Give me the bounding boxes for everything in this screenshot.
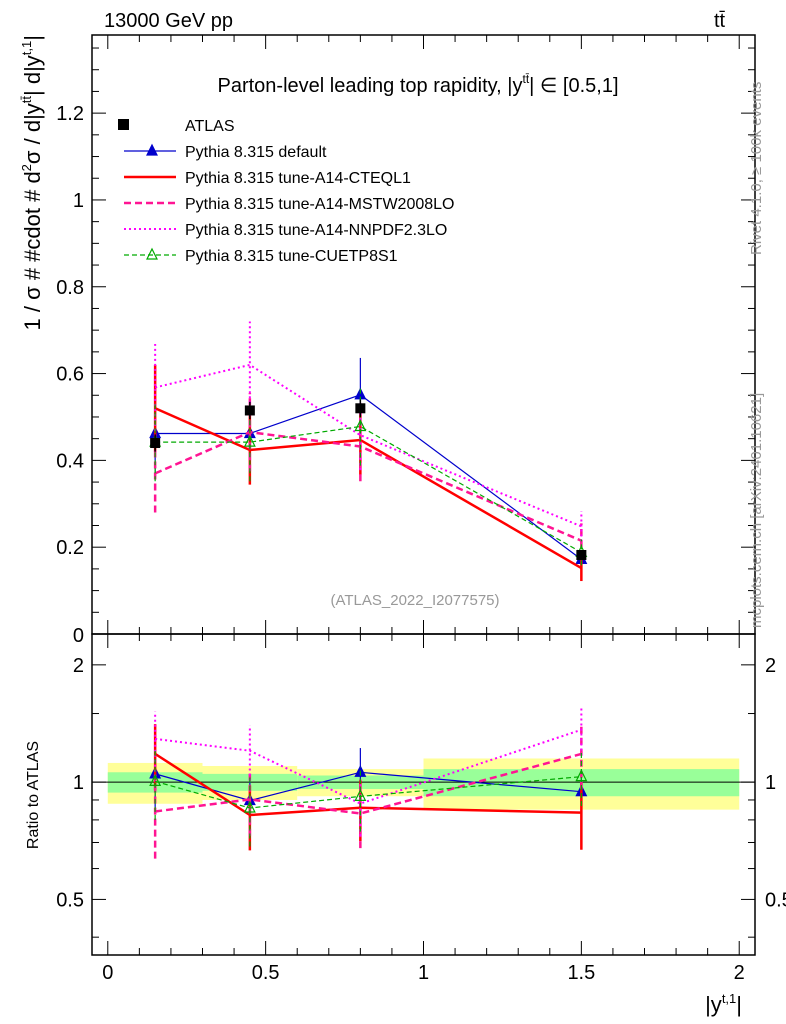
- y-tick-label: 0.8: [56, 277, 84, 299]
- ratio-line-1: [154, 752, 582, 817]
- series-marker: [354, 419, 367, 432]
- y-tick-label: 0.2: [56, 537, 84, 559]
- y-tick-label: 1.2: [56, 103, 84, 125]
- ratio-line-3: [155, 728, 582, 805]
- legend-label-2: Pythia 8.315 tune-A14-MSTW2008LO: [185, 196, 454, 213]
- legend-label-3: Pythia 8.315 tune-A14-NNPDF2.3LO: [185, 222, 447, 239]
- legend-label-4: Pythia 8.315 tune-CUETP8S1: [185, 248, 398, 265]
- y-axis-label: 1 / σ # #cdot # d2σ / d|ytt̄| d|yt,1|: [19, 35, 45, 330]
- data-point: [576, 550, 587, 561]
- legend-label-data: ATLAS: [185, 118, 235, 135]
- data-point: [244, 405, 255, 416]
- data-point: [355, 403, 366, 414]
- y-tick-label: 0.4: [56, 450, 84, 472]
- x-tick-label: 0.5: [252, 962, 280, 984]
- y-tick-label: 1: [73, 190, 84, 212]
- chart-title: Parton-level leading top rapidity, |ytt̄…: [218, 72, 619, 97]
- legend-marker-0: [146, 143, 158, 156]
- ratio-tick-label-left: 2: [73, 655, 84, 677]
- ratio-line-4: [154, 776, 582, 809]
- ratio-panel: [92, 707, 755, 859]
- x-tick-label: 1: [418, 962, 429, 984]
- ratio-tick-label-left: 0.5: [56, 889, 84, 911]
- ratio-line-0: [154, 771, 582, 802]
- ratio-marker: [243, 800, 256, 813]
- y-tick-label: 0.6: [56, 364, 84, 386]
- header-right: tt̄: [714, 10, 726, 32]
- series-line-1: [154, 407, 582, 570]
- x-tick-label: 2: [734, 962, 745, 984]
- legend-label-0: Pythia 8.315 default: [185, 144, 327, 161]
- x-axis-label: |yt,1|: [705, 991, 742, 1017]
- ratio-tick-label-right: 1: [765, 772, 776, 794]
- data-point: [150, 438, 161, 449]
- series-marker: [243, 434, 256, 447]
- ratio-marker: [149, 774, 162, 786]
- ratio-tick-label-right: 0.5: [765, 889, 786, 911]
- ratio-marker: [575, 769, 588, 782]
- main-panel: [149, 321, 588, 582]
- y-tick-label: 0: [73, 625, 84, 647]
- ratio-marker: [354, 789, 367, 801]
- series-line-2: [154, 430, 582, 542]
- mcplots-label: mcplots.cern.ch [arXiv:2401.10621]: [748, 392, 765, 628]
- x-tick-label: 0: [102, 962, 113, 984]
- analysis-tag: (ATLAS_2022_I2077575): [330, 592, 499, 609]
- x-tick-label: 1.5: [567, 962, 595, 984]
- ratio-tick-label-right: 2: [765, 655, 776, 677]
- ratio-line-2: [154, 752, 582, 815]
- ratio-tick-label-left: 1: [73, 772, 84, 794]
- rivet-label: Rivet 4.1.0, ≥ 100k events: [748, 81, 765, 255]
- header-left: 13000 GeV pp: [104, 10, 233, 32]
- legend-marker-4: [146, 247, 158, 260]
- legend-label-1: Pythia 8.315 tune-A14-CTEQL1: [185, 170, 411, 187]
- series-line-0: [155, 394, 582, 560]
- ratio-y-label: Ratio to ATLAS: [25, 741, 42, 849]
- legend-marker-data: [118, 119, 129, 130]
